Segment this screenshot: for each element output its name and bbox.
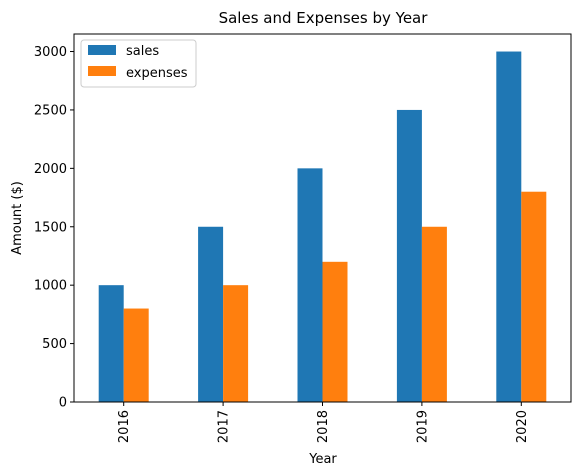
- chart-title: Sales and Expenses by Year: [219, 9, 429, 27]
- bar-expenses-2016: [123, 308, 149, 402]
- y-axis-title: Amount ($): [10, 181, 25, 255]
- x-tick-label: 2017: [217, 410, 232, 443]
- plot-frame: [73, 33, 572, 403]
- y-tick-label: 500: [42, 337, 67, 352]
- y-tick-label: 1000: [34, 279, 67, 294]
- legend-label-sales: sales: [126, 44, 159, 59]
- x-tick-label: 2020: [515, 410, 530, 443]
- bar-expenses-2020: [521, 191, 547, 402]
- y-tick-label: 1500: [34, 220, 67, 235]
- y-tick-label: 3000: [34, 45, 67, 60]
- x-axis-ticks: 2016 2017 2018 2019 2020: [117, 402, 530, 443]
- x-tick-label: 2018: [316, 410, 331, 443]
- bar-sales-2016: [98, 285, 124, 402]
- x-tick-label: 2016: [117, 410, 132, 443]
- bars-group: [98, 51, 547, 403]
- bar-expenses-2019: [421, 226, 447, 402]
- y-axis-ticks: 0 500 1000 1500 2000 2500 3000: [34, 45, 74, 411]
- legend-label-expenses: expenses: [126, 66, 188, 81]
- bar-expenses-2018: [322, 261, 348, 402]
- x-axis-title: Year: [308, 452, 337, 467]
- bar-expenses-2017: [223, 285, 249, 402]
- legend: sales expenses: [80, 39, 197, 88]
- bar-sales-2017: [198, 226, 224, 402]
- bar-sales-2019: [396, 109, 422, 402]
- y-tick-label: 2000: [34, 162, 67, 177]
- y-tick-label: 2500: [34, 103, 67, 118]
- legend-swatch-expenses: [88, 66, 116, 76]
- y-tick-label: 0: [59, 396, 67, 411]
- bar-sales-2018: [297, 168, 323, 402]
- bar-sales-2020: [496, 51, 522, 403]
- x-tick-label: 2019: [415, 410, 430, 443]
- legend-swatch-sales: [88, 45, 116, 55]
